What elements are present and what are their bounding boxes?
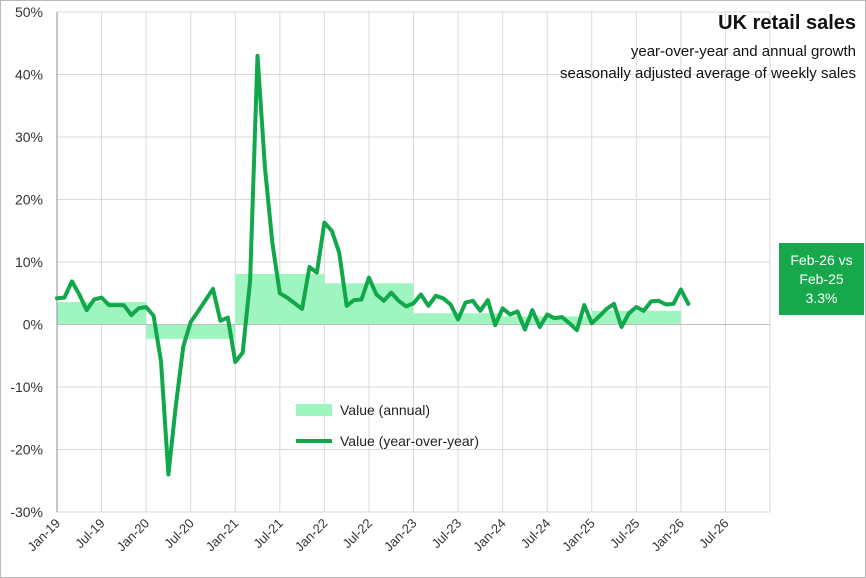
annual-bar-2025 bbox=[591, 310, 681, 325]
legend-label-annual: Value (annual) bbox=[340, 401, 431, 418]
x-tick-label: Jan-22 bbox=[292, 516, 331, 555]
y-tick-label: -20% bbox=[10, 442, 43, 458]
y-tick-label: 20% bbox=[15, 192, 43, 208]
x-tick-label: Jan-19 bbox=[24, 516, 63, 555]
chart-subtitle-1: year-over-year and annual growth bbox=[630, 43, 856, 60]
legend-swatch-annual bbox=[296, 403, 332, 416]
x-tick-label: Jul-24 bbox=[518, 516, 554, 552]
y-tick-label: 30% bbox=[15, 129, 43, 145]
y-tick-label: 0% bbox=[23, 317, 43, 333]
x-tick-labels: Jan-19 Jul-19 Jan-20 Jul-20 Jan-21 Jul-21 Jan-… bbox=[24, 516, 731, 555]
x-tick-label: Jan-20 bbox=[114, 516, 153, 555]
y-tick-label: -30% bbox=[10, 504, 43, 520]
legend-swatch-yoy bbox=[296, 438, 332, 443]
x-tick-label: Jan-25 bbox=[559, 516, 598, 555]
x-tick-label: Jul-22 bbox=[339, 516, 375, 552]
x-tick-label: Jul-20 bbox=[161, 516, 197, 552]
x-tick-label: Jul-26 bbox=[696, 516, 732, 552]
x-tick-label: Jan-21 bbox=[203, 516, 242, 555]
axes bbox=[56, 12, 770, 512]
legend-label-yoy: Value (year-over-year) bbox=[340, 432, 480, 449]
x-tick-label: Jul-19 bbox=[72, 516, 108, 552]
y-tick-labels: 50% 40% 30% 20% 10% 0% -10% -20% -30% bbox=[10, 4, 43, 520]
chart-title: UK retail sales bbox=[718, 12, 856, 34]
callout-line-2: Feb-25 bbox=[799, 270, 844, 287]
annual-bar-2022 bbox=[324, 283, 414, 325]
y-tick-label: 50% bbox=[15, 4, 43, 20]
x-tick-label: Jul-21 bbox=[250, 516, 286, 552]
callout-value: 3.3% bbox=[805, 289, 838, 306]
legend-item-annual: Value (annual) bbox=[296, 394, 479, 425]
x-tick-label: Jan-24 bbox=[470, 516, 509, 555]
chart-title-block: UK retail sales year-over-year and annua… bbox=[560, 12, 856, 85]
legend-item-yoy: Value (year-over-year) bbox=[296, 425, 479, 456]
chart-subtitle-2: seasonally adjusted average of weekly sa… bbox=[559, 65, 856, 82]
legend: Value (annual) Value (year-over-year) bbox=[296, 394, 479, 456]
latest-value-callout: Feb-26 vs Feb-25 3.3% bbox=[779, 243, 864, 315]
x-tick-label: Jan-23 bbox=[381, 516, 420, 555]
annual-bar-2024 bbox=[502, 316, 592, 325]
annual-bar-2020 bbox=[146, 324, 236, 339]
y-tick-label: 40% bbox=[15, 67, 43, 83]
yoy-series-line bbox=[55, 53, 691, 477]
y-tick-label: -10% bbox=[10, 379, 43, 395]
x-tick-label: Jul-25 bbox=[607, 516, 643, 552]
x-tick-label: Jan-26 bbox=[648, 516, 687, 555]
callout-line-1: Feb-26 vs bbox=[790, 251, 853, 268]
x-tick-label: Jul-23 bbox=[429, 516, 465, 552]
y-tick-label: 10% bbox=[15, 254, 43, 270]
